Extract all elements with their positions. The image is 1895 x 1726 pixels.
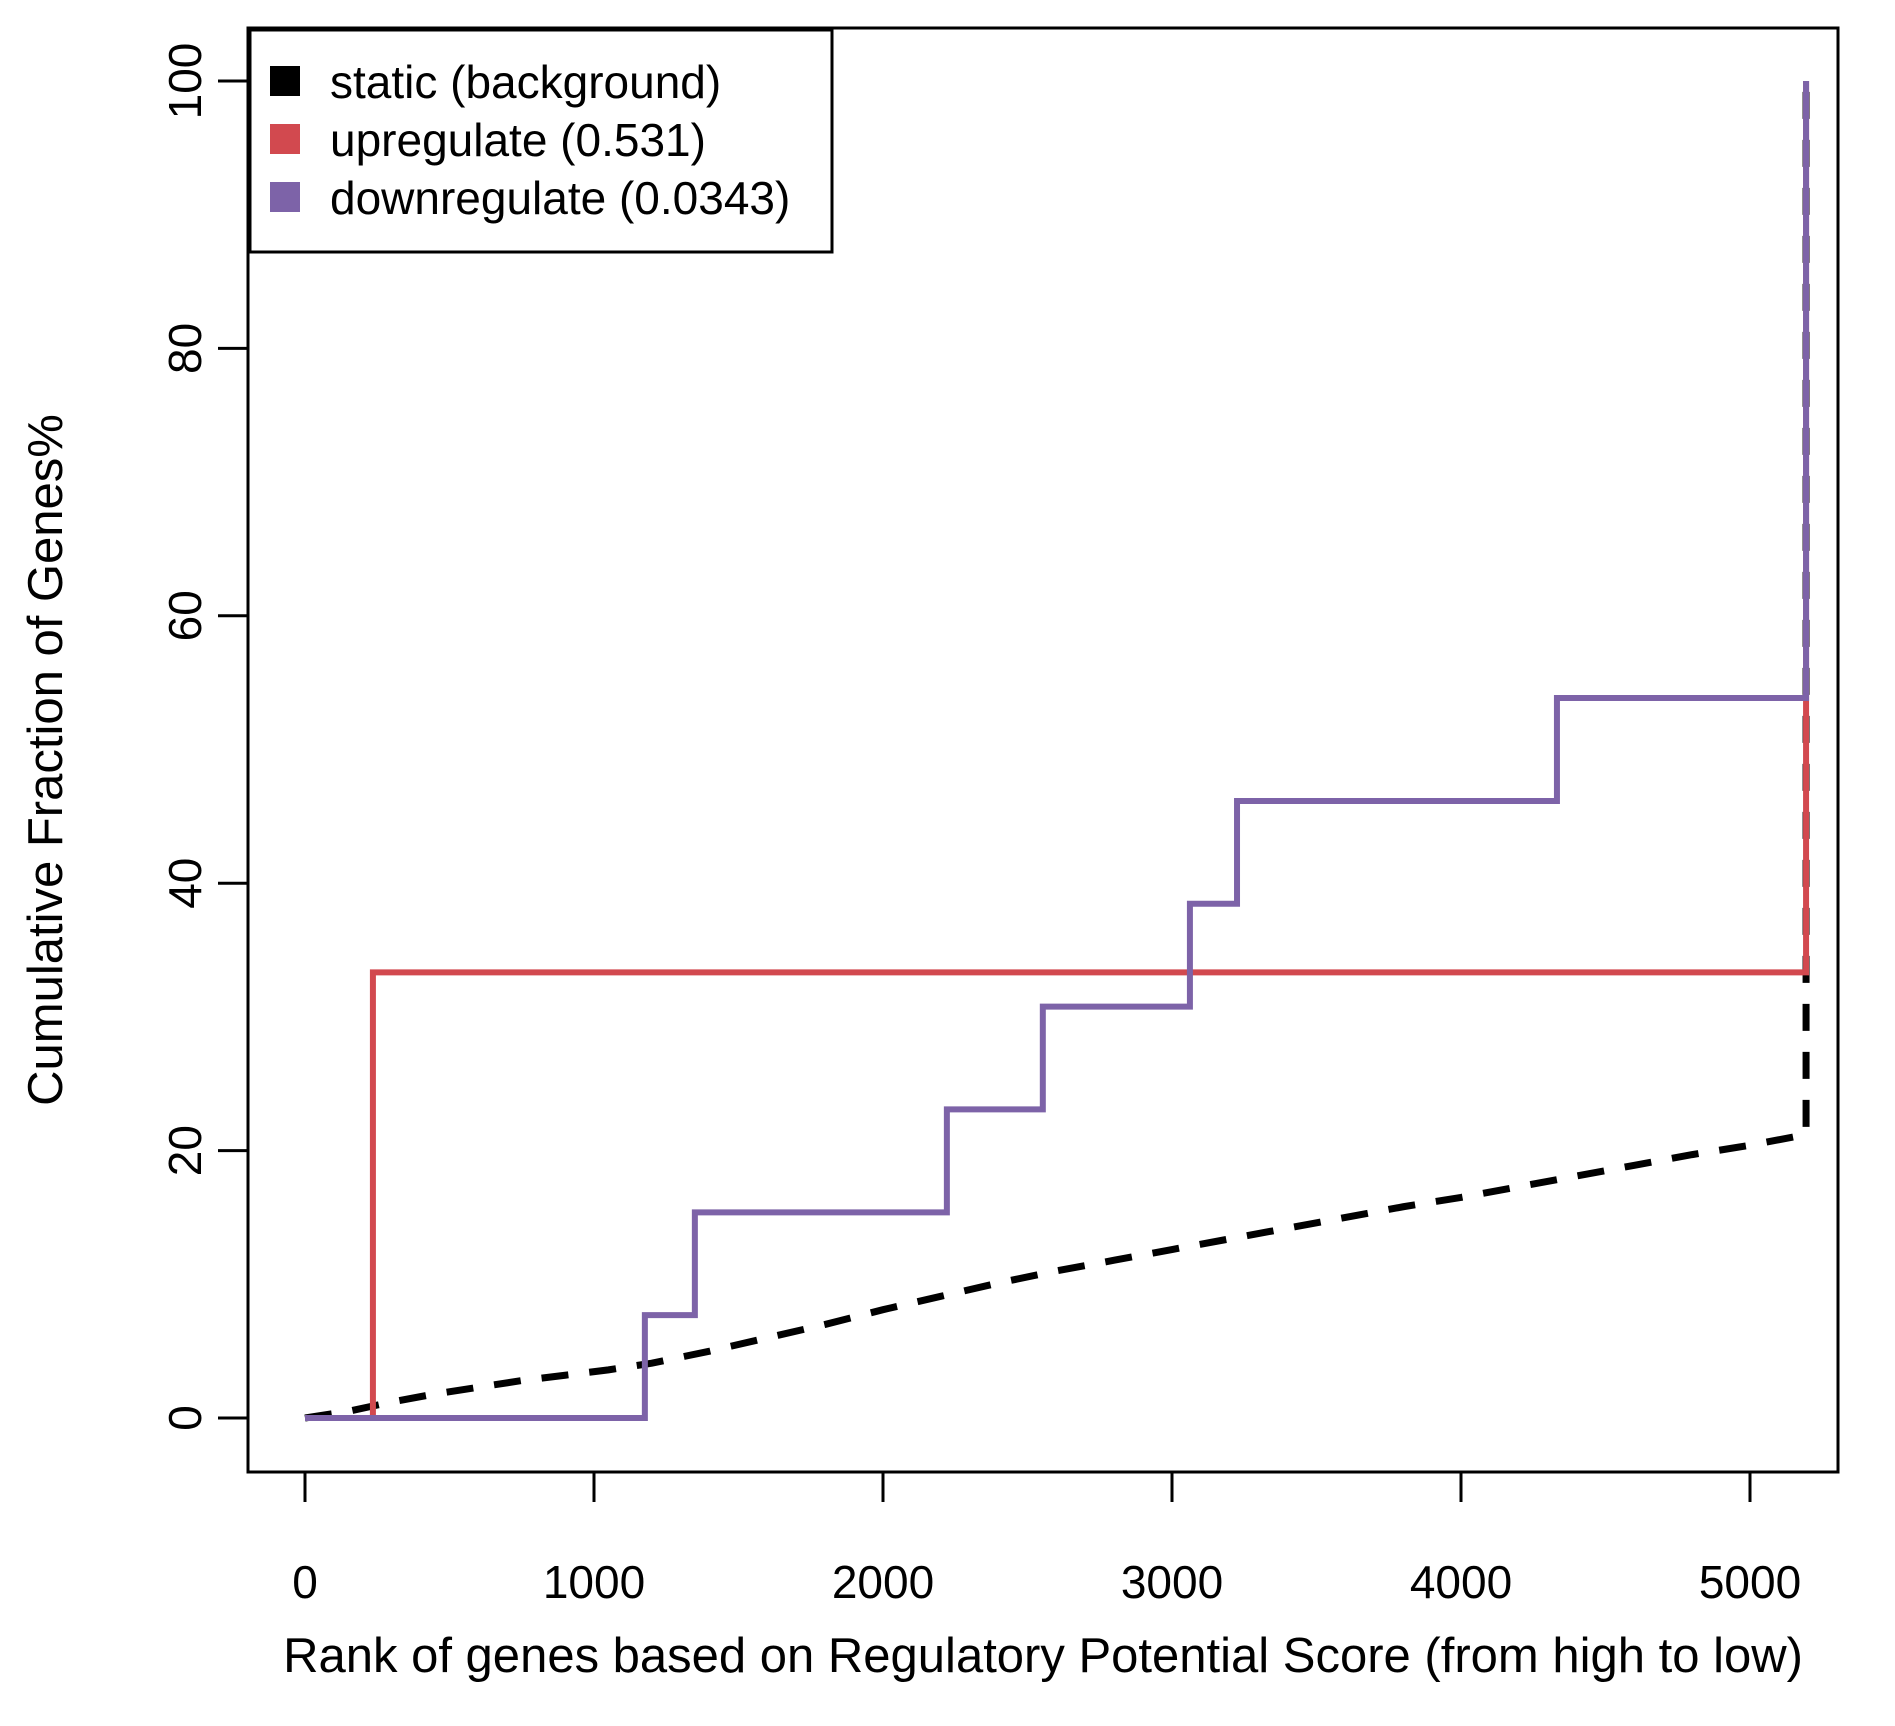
y-axis-title: Cumulative Fraction of Genes% bbox=[19, 414, 73, 1106]
x-tick-label: 0 bbox=[292, 1556, 318, 1608]
plot-border-box bbox=[246, 26, 1840, 1474]
y-tick-label: 0 bbox=[159, 1405, 211, 1431]
x-tick-label: 1000 bbox=[543, 1556, 645, 1608]
legend-label-upregulate: upregulate (0.531) bbox=[330, 114, 706, 166]
y-tick-label: 80 bbox=[159, 323, 211, 374]
x-tick-label: 3000 bbox=[1121, 1556, 1223, 1608]
series-line-downregulate bbox=[305, 81, 1810, 1421]
x-tick-label: 4000 bbox=[1410, 1556, 1512, 1608]
black-square-icon bbox=[270, 66, 300, 96]
x-tick-label: 2000 bbox=[832, 1556, 934, 1608]
legend-box: static (background) upregulate (0.531) d… bbox=[248, 28, 834, 254]
red-square-icon bbox=[270, 124, 300, 154]
series-line-static bbox=[304, 81, 1810, 1422]
x-tick-label: 5000 bbox=[1699, 1556, 1801, 1608]
series-line-upregulate bbox=[305, 81, 1810, 1421]
series-lines bbox=[304, 81, 1810, 1422]
legend-label-static: static (background) bbox=[330, 56, 721, 108]
y-axis-tick-labels: 0 20 40 60 80 100 bbox=[159, 43, 211, 1431]
y-tick-label: 20 bbox=[159, 1125, 211, 1176]
legend-border bbox=[248, 28, 834, 254]
y-tick-label: 60 bbox=[159, 590, 211, 641]
x-axis-tick-labels: 0 1000 2000 3000 4000 5000 bbox=[292, 1556, 1801, 1608]
purple-square-icon bbox=[270, 182, 300, 212]
legend-label-downregulate: downregulate (0.0343) bbox=[330, 172, 790, 224]
x-axis-ticks bbox=[303, 1472, 1752, 1502]
x-axis-title: Rank of genes based on Regulatory Potent… bbox=[283, 1629, 1803, 1683]
y-tick-label: 40 bbox=[159, 858, 211, 909]
y-axis-ticks bbox=[218, 79, 248, 1420]
y-tick-label: 100 bbox=[159, 43, 211, 120]
